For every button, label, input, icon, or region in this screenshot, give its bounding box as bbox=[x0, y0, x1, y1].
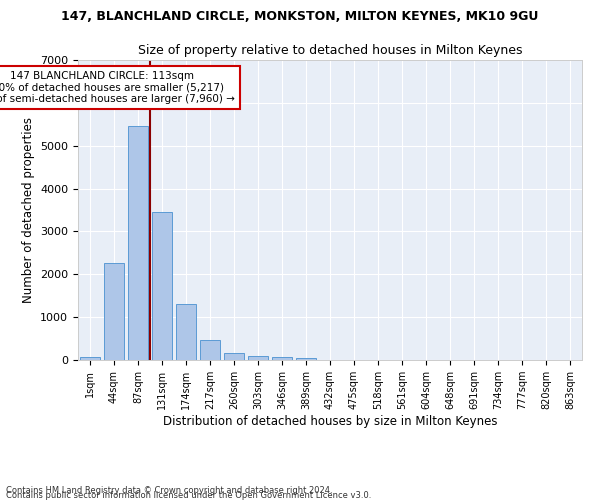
Bar bbox=[200, 340, 220, 360]
Text: 147, BLANCHLAND CIRCLE, MONKSTON, MILTON KEYNES, MK10 9GU: 147, BLANCHLAND CIRCLE, MONKSTON, MILTON… bbox=[61, 10, 539, 23]
Text: Contains HM Land Registry data © Crown copyright and database right 2024.: Contains HM Land Registry data © Crown c… bbox=[6, 486, 332, 495]
Bar bbox=[272, 358, 292, 360]
Bar bbox=[152, 212, 172, 360]
Y-axis label: Number of detached properties: Number of detached properties bbox=[22, 117, 35, 303]
Bar bbox=[224, 353, 244, 360]
Bar bbox=[128, 126, 148, 360]
Text: Contains public sector information licensed under the Open Government Licence v3: Contains public sector information licen… bbox=[6, 491, 371, 500]
X-axis label: Distribution of detached houses by size in Milton Keynes: Distribution of detached houses by size … bbox=[163, 415, 497, 428]
Bar bbox=[296, 358, 316, 360]
Bar bbox=[248, 356, 268, 360]
Bar bbox=[80, 356, 100, 360]
Bar bbox=[104, 262, 124, 360]
Text: 147 BLANCHLAND CIRCLE: 113sqm
← 40% of detached houses are smaller (5,217)
60% o: 147 BLANCHLAND CIRCLE: 113sqm ← 40% of d… bbox=[0, 70, 235, 104]
Bar bbox=[176, 304, 196, 360]
Title: Size of property relative to detached houses in Milton Keynes: Size of property relative to detached ho… bbox=[138, 44, 522, 58]
